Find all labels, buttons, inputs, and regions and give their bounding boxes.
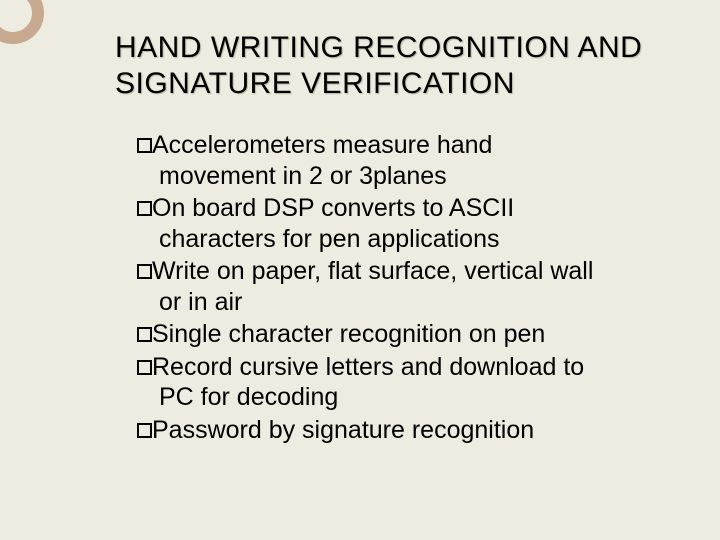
- bullet-rest: measure hand: [326, 131, 493, 159]
- bullet-box-icon: [137, 264, 152, 279]
- bullet-lead: Write: [152, 257, 210, 285]
- bullet-box-icon: [137, 360, 152, 375]
- slide-content: HAND WRITING RECOGNITION AND SIGNATURE V…: [0, 0, 720, 477]
- bullet-continuation: PC for decoding: [137, 382, 660, 413]
- slide-title: HAND WRITING RECOGNITION AND SIGNATURE V…: [115, 30, 660, 102]
- bullet-rest: cursive letters and download to: [233, 353, 585, 381]
- list-item: Accelerometers measure hand movement in …: [137, 130, 660, 191]
- bullet-lead: Single: [152, 320, 222, 348]
- list-item: Write on paper, flat surface, vertical w…: [137, 256, 660, 317]
- bullet-rest: board DSP converts to ASCII: [185, 194, 514, 222]
- bullet-lead: On: [152, 194, 185, 222]
- list-item: Record cursive letters and download to P…: [137, 352, 660, 413]
- bullet-lead: Password: [152, 416, 262, 444]
- list-item: Single character recognition on pen: [137, 319, 660, 350]
- bullet-box-icon: [137, 327, 152, 342]
- bullet-box-icon: [137, 423, 152, 438]
- bullet-box-icon: [137, 138, 152, 153]
- list-item: Password by signature recognition: [137, 415, 660, 446]
- bullet-continuation: movement in 2 or 3planes: [137, 161, 660, 192]
- bullet-lead: Record: [152, 353, 233, 381]
- bullet-rest: character recognition on pen: [222, 320, 546, 348]
- list-item: On board DSP converts to ASCII character…: [137, 193, 660, 254]
- bullet-rest: on paper, flat surface, vertical wall: [210, 257, 594, 285]
- bullet-continuation: characters for pen applications: [137, 224, 660, 255]
- bullet-list: Accelerometers measure hand movement in …: [115, 130, 660, 445]
- bullet-continuation: or in air: [137, 287, 660, 318]
- bullet-rest: by signature recognition: [262, 416, 534, 444]
- bullet-lead: Accelerometers: [152, 131, 326, 159]
- corner-decoration: [0, 0, 48, 48]
- bullet-box-icon: [137, 201, 152, 216]
